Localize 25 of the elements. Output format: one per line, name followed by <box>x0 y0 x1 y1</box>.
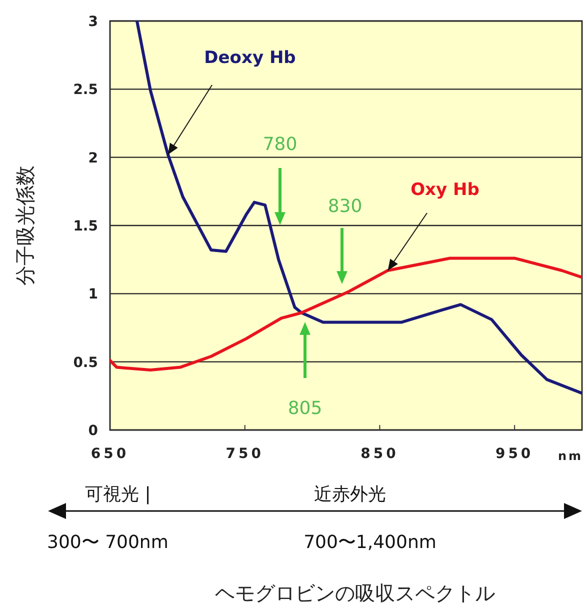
text: ヘモグロビンの吸収スペクトル <box>215 581 495 605</box>
y-tick-label: 3 <box>88 14 98 30</box>
line-series <box>110 256 582 372</box>
y-tick-label: 0 <box>88 423 98 439</box>
text: 可視光 | <box>85 484 151 505</box>
y-tick-label: 2 <box>88 150 98 166</box>
x-tick-label: 750 <box>226 446 264 462</box>
y-tick-label: 0.5 <box>73 354 98 371</box>
x-tick-label: 950 <box>495 446 534 462</box>
text: 300〜 700nm <box>47 532 168 553</box>
text: Oxy Hb <box>410 180 480 200</box>
y-tick-label: 1 <box>88 286 98 303</box>
line-series <box>135 21 582 395</box>
x-tick-label: 650 <box>90 446 130 462</box>
y-tick-label: 1.5 <box>73 218 98 234</box>
x-tick-label: 850 <box>360 446 399 462</box>
y-tick-label: 2.5 <box>73 82 98 98</box>
text: 近赤外光 <box>314 484 386 505</box>
y-axis-title: 分子吸光係数 <box>13 166 37 286</box>
text: Deoxy Hb <box>204 48 296 68</box>
annotation: 780 <box>262 134 298 155</box>
annotation: 805 <box>288 398 322 419</box>
x-axis-title: nm <box>558 449 584 463</box>
text: 700〜1,400nm <box>304 532 436 553</box>
annotation: 830 <box>328 196 362 217</box>
